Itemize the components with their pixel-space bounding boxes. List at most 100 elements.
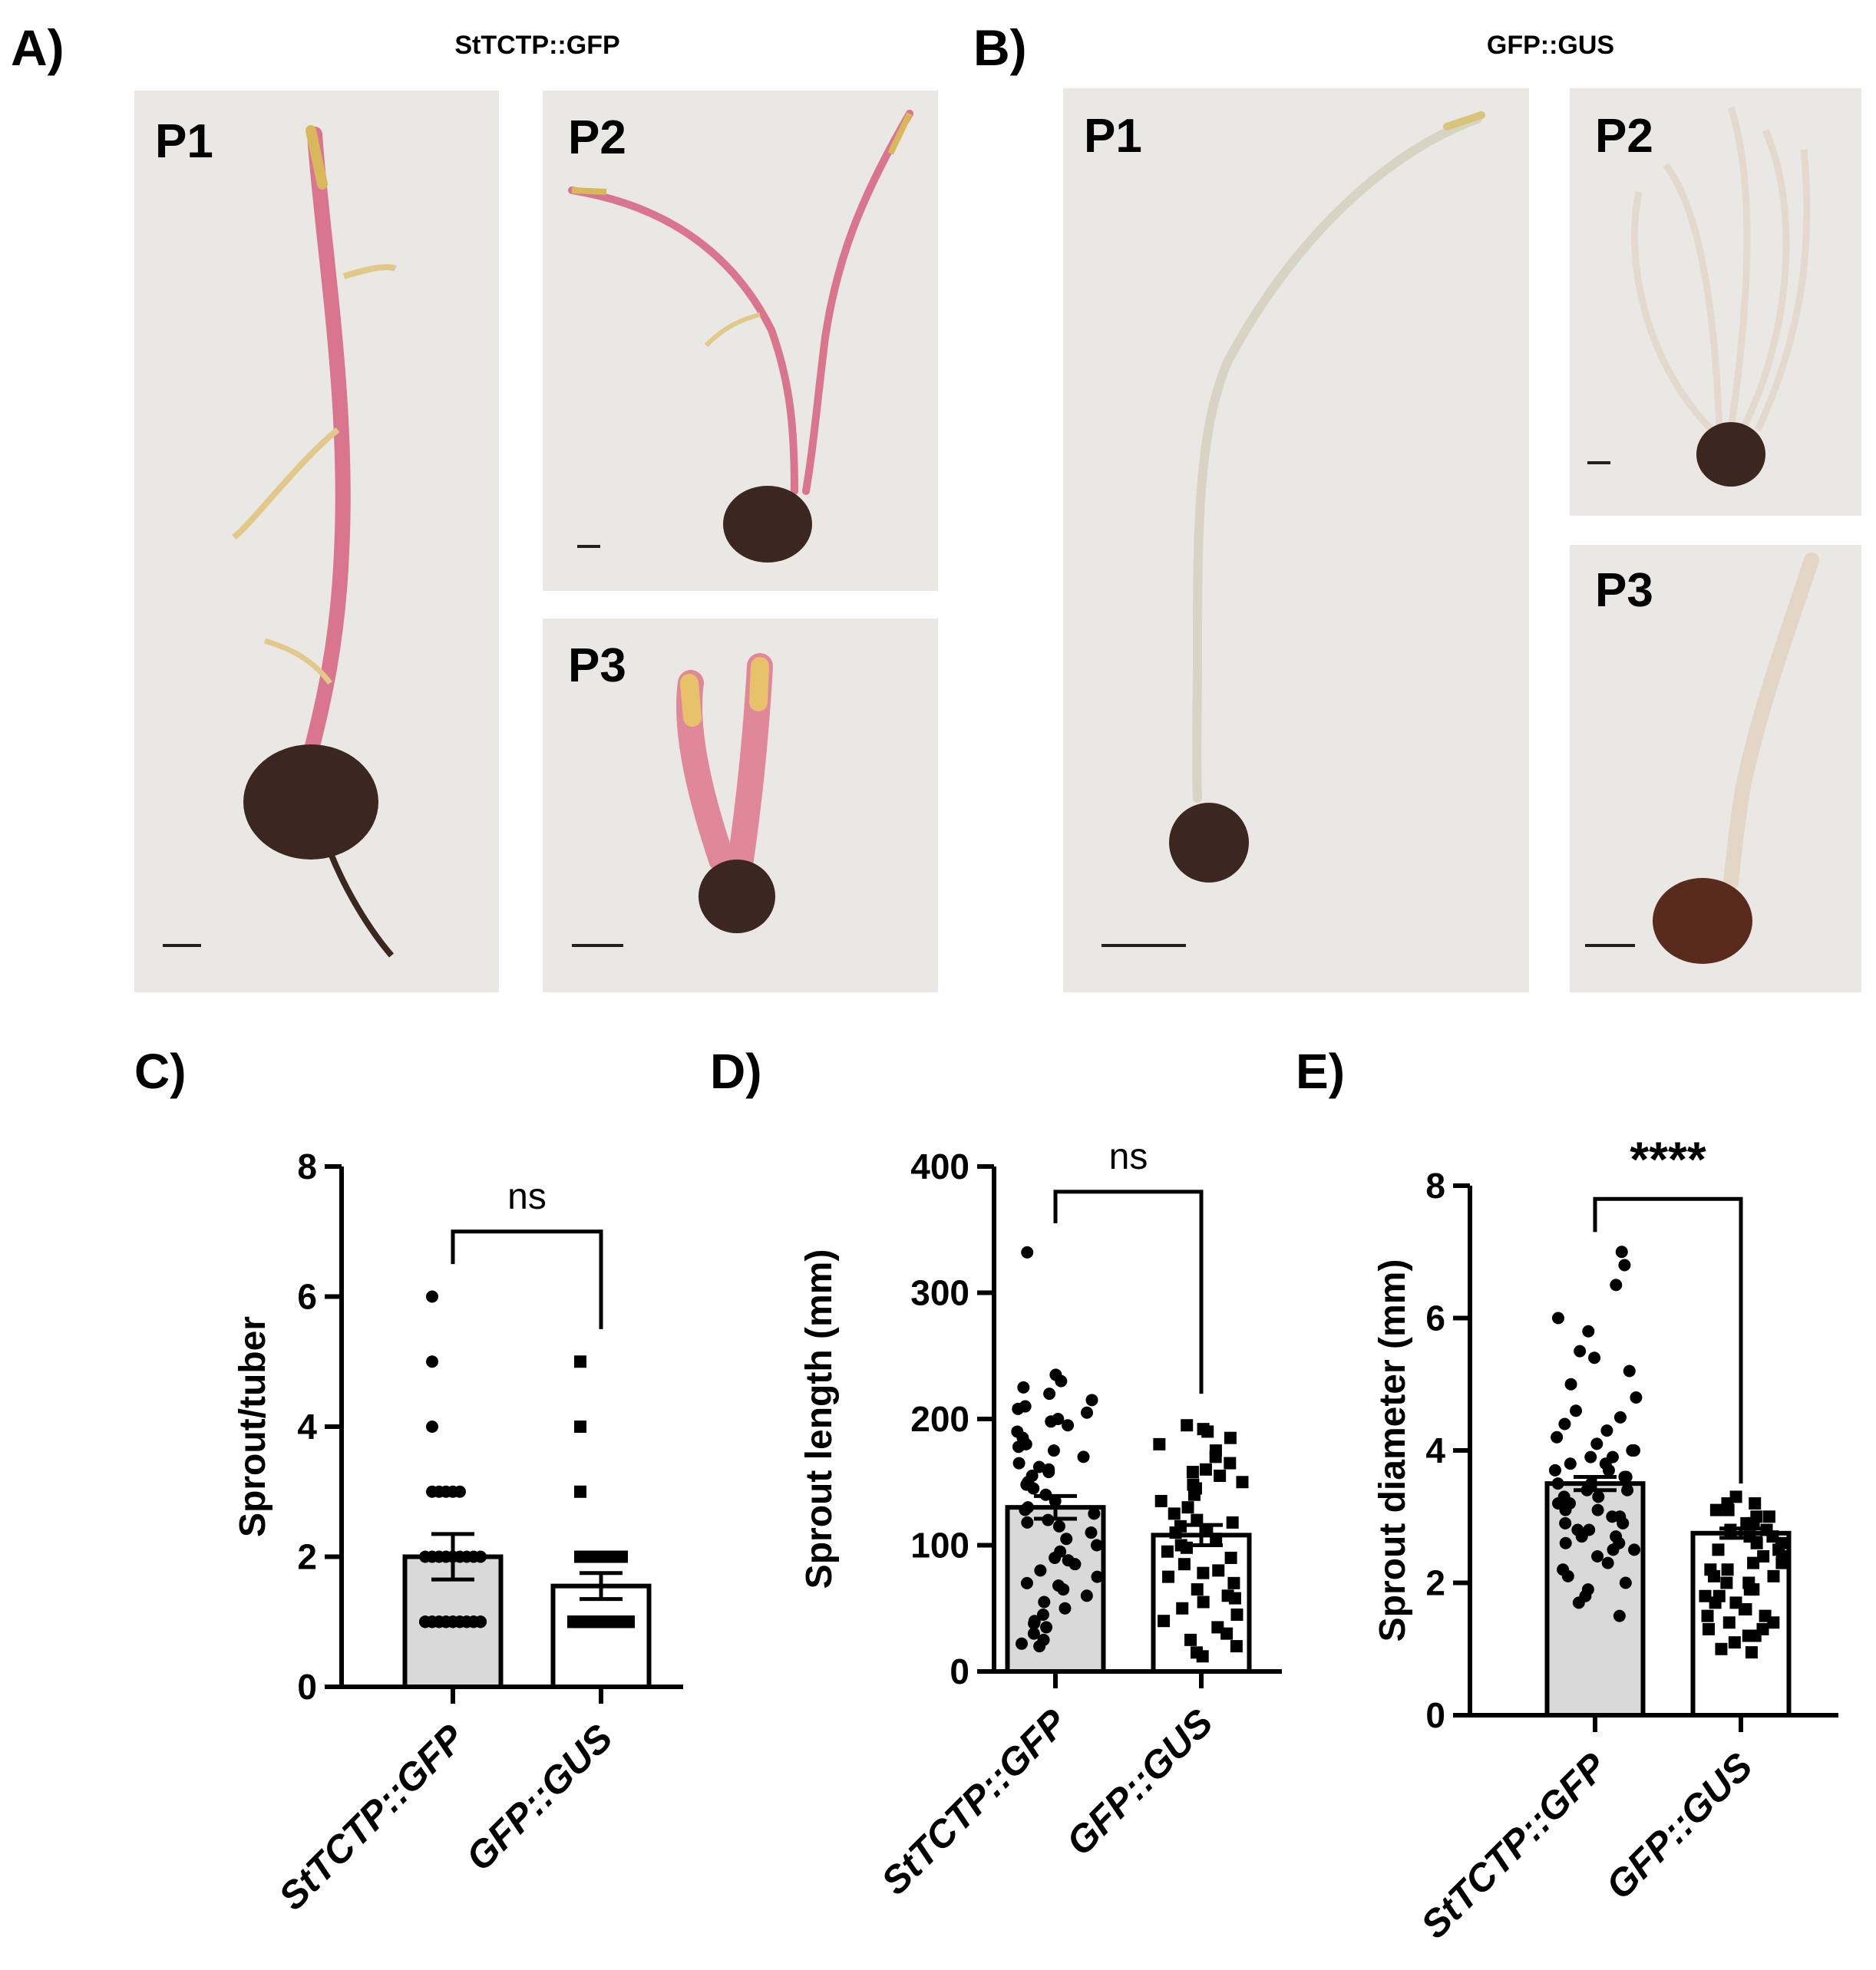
data-point <box>1055 1374 1068 1388</box>
sprout-tip <box>1443 111 1485 130</box>
y-tick-label: 4 <box>1425 1430 1445 1470</box>
data-point <box>1601 1556 1614 1569</box>
data-point <box>1709 1596 1722 1609</box>
data-point <box>1227 1576 1240 1589</box>
data-point <box>1042 1466 1055 1479</box>
data-point <box>1199 1463 1212 1476</box>
data-point <box>1057 1583 1070 1596</box>
sprout-stem <box>1723 553 1819 890</box>
significance-bracket <box>1593 1196 1743 1484</box>
y-tick-label: 8 <box>297 1147 317 1186</box>
panel-b-title: GFP::GUS <box>1487 31 1614 60</box>
data-point <box>1615 1246 1628 1259</box>
data-point <box>1715 1642 1728 1655</box>
data-point <box>1728 1636 1741 1649</box>
bar-2 <box>550 1583 652 1689</box>
data-point <box>1613 1609 1626 1622</box>
data-point <box>623 1615 635 1628</box>
data-point <box>1085 1526 1098 1539</box>
data-point <box>1699 1589 1712 1602</box>
data-point <box>454 1485 466 1498</box>
data-point <box>1236 1476 1249 1489</box>
data-point <box>1757 1550 1770 1562</box>
data-point <box>1749 1497 1762 1510</box>
data-point <box>1224 1431 1237 1444</box>
data-point <box>1600 1424 1613 1437</box>
data-point <box>1767 1569 1780 1582</box>
data-point <box>1228 1592 1241 1605</box>
sprout-branch <box>342 264 397 279</box>
panel-letter-d: D) <box>710 1044 762 1099</box>
photo-label: P1 <box>1084 110 1142 163</box>
data-point <box>1558 1417 1571 1430</box>
sprout-tip <box>749 657 769 711</box>
tuber <box>723 486 812 563</box>
data-point <box>1574 1345 1587 1358</box>
data-point <box>1722 1503 1735 1516</box>
data-point <box>1027 1627 1040 1640</box>
photo-b-p3: P3 <box>1570 545 1861 992</box>
data-point <box>1181 1419 1194 1432</box>
data-point <box>1575 1530 1588 1543</box>
panel-letter-e: E) <box>1296 1044 1345 1099</box>
data-point <box>1559 1536 1572 1549</box>
y-tick-label: 400 <box>910 1147 969 1186</box>
tuber <box>1696 422 1765 487</box>
sprout-branch <box>263 638 332 685</box>
data-point <box>1230 1640 1243 1653</box>
y-axis-label: Sprout diameter (mm) <box>1372 1259 1413 1642</box>
sprout-stem <box>1631 191 1715 433</box>
data-point <box>1742 1629 1755 1642</box>
data-point <box>1621 1483 1634 1496</box>
data-point <box>1191 1513 1204 1526</box>
data-point <box>1564 1378 1577 1391</box>
significance-label: **** <box>1630 1131 1706 1186</box>
y-tick-label: 300 <box>910 1273 969 1313</box>
data-point <box>1033 1640 1046 1653</box>
sprout-stem <box>1663 163 1723 431</box>
bar-1 <box>1544 1481 1646 1718</box>
photo-label: P2 <box>568 111 626 164</box>
data-point <box>1627 1444 1640 1457</box>
data-point <box>1618 1259 1631 1272</box>
data-point <box>1038 1595 1051 1609</box>
sprout-stem <box>1727 106 1751 431</box>
data-point <box>1591 1503 1604 1516</box>
data-point <box>1016 1637 1029 1650</box>
data-point <box>1154 1494 1168 1507</box>
sprout-branch <box>704 312 761 348</box>
sprout-tip <box>306 125 328 190</box>
significance-label: ns <box>507 1176 547 1217</box>
sprout-tip <box>680 674 702 727</box>
sprout-tip <box>887 112 913 155</box>
data-point <box>1602 1463 1615 1477</box>
data-point <box>1090 1539 1103 1552</box>
data-point <box>419 1550 431 1563</box>
photo-b-p2: P2 <box>1570 88 1861 516</box>
data-point <box>1153 1437 1166 1450</box>
data-point <box>1747 1556 1760 1569</box>
data-point <box>474 1550 487 1563</box>
data-point <box>1623 1364 1636 1378</box>
data-point <box>1168 1507 1181 1520</box>
data-point <box>1191 1583 1204 1596</box>
photo-a-p3: P3 <box>543 619 938 992</box>
data-point <box>1701 1609 1714 1622</box>
photo-background <box>1063 88 1529 992</box>
data-point <box>1775 1556 1788 1569</box>
data-point <box>1606 1510 1619 1523</box>
data-point <box>1720 1576 1733 1589</box>
panel-letter-c: C) <box>134 1044 187 1099</box>
data-point <box>1570 1404 1583 1417</box>
data-point <box>1226 1516 1239 1529</box>
data-point <box>1085 1394 1098 1407</box>
data-point <box>1059 1602 1072 1615</box>
data-point <box>574 1485 586 1498</box>
y-tick-label: 0 <box>1425 1695 1445 1735</box>
data-point <box>1559 1516 1572 1529</box>
x-tick-label: GFP::GUS <box>1597 1744 1760 1907</box>
data-point <box>1572 1596 1585 1609</box>
data-point <box>426 1355 438 1368</box>
